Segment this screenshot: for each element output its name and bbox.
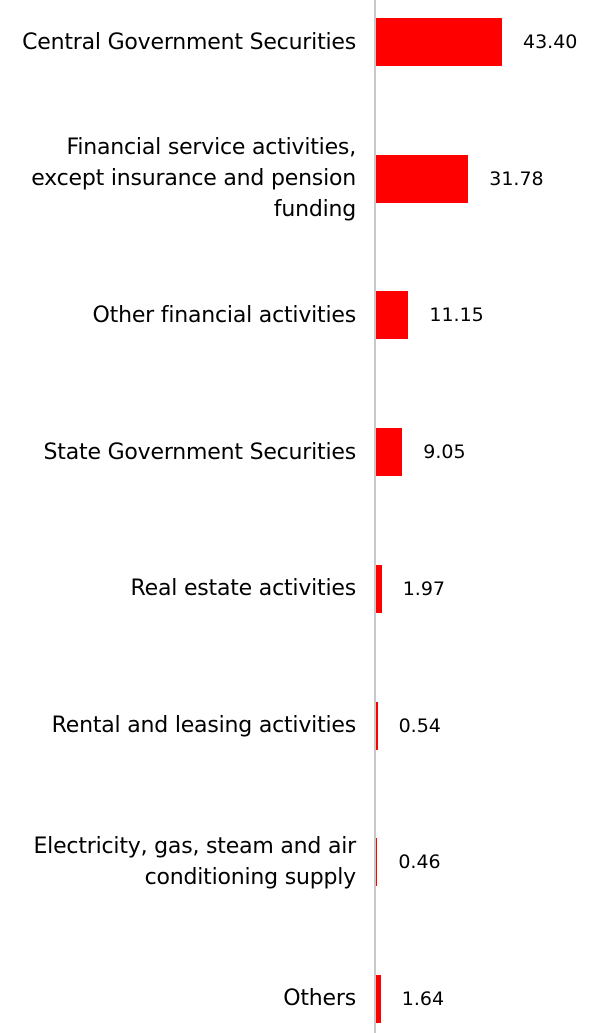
bar: [376, 154, 469, 203]
data-label: 9.05: [423, 441, 466, 464]
bar: [376, 18, 502, 66]
category-label: Financial service activities, except insu…: [31, 135, 356, 223]
category-label: Others: [283, 986, 356, 1012]
category-axis-line: [374, 0, 376, 1033]
data-label: 0.54: [398, 714, 441, 737]
data-label: 0.46: [398, 851, 441, 874]
data-label: 1.97: [402, 577, 446, 600]
data-label: 1.64: [401, 987, 445, 1010]
bar: [376, 291, 409, 340]
bar: [376, 564, 382, 613]
bar: [376, 701, 378, 750]
data-label: 11.15: [429, 304, 484, 327]
category-label: Other financial activities: [92, 302, 357, 328]
data-label: 31.78: [489, 167, 544, 190]
category-label: Rental and leasing activities: [51, 713, 357, 738]
bar: [376, 428, 403, 477]
bar: [376, 974, 381, 1023]
category-label: Electricity, gas, steam and air condition…: [33, 834, 356, 891]
data-label: 43.40: [523, 31, 578, 53]
category-label: Real estate activities: [130, 576, 357, 602]
category-label: Central Government Securities: [22, 29, 356, 55]
category-label: State Government Securities: [43, 439, 357, 465]
bar: [376, 838, 378, 887]
